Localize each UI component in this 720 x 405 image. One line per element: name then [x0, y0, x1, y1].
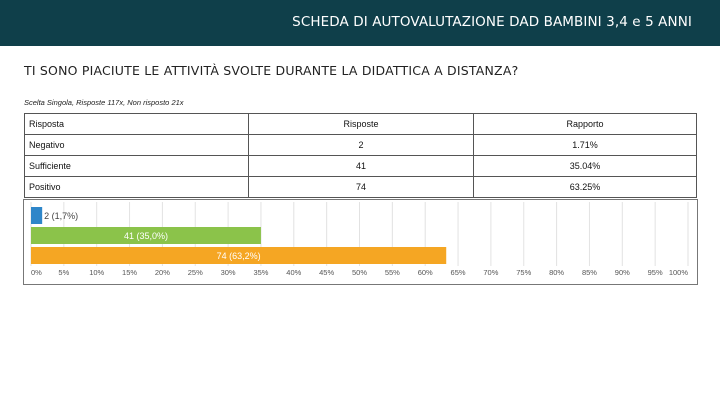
x-tick-label: 5%: [58, 268, 69, 277]
row-ratio: 1.71%: [473, 134, 697, 156]
bar-data-label: 41 (35,0%): [124, 231, 168, 241]
header-title: SCHEDA DI AUTOVALUTAZIONE DAD BAMBINI 3,…: [292, 14, 692, 30]
row-count: 41: [248, 155, 474, 177]
row-ratio: 63.25%: [473, 176, 697, 198]
x-tick-label: 70%: [483, 268, 498, 277]
bar-sufficiente: [31, 227, 261, 244]
row-ratio: 35.04%: [473, 155, 697, 177]
x-tick-label: 100%: [669, 268, 689, 277]
bar-positivo: [31, 247, 447, 264]
x-tick-label: 10%: [89, 268, 104, 277]
row-label: Negativo: [24, 134, 249, 156]
bar-chart: 2 (1,7%) 41 (35,0%) 74 (63,2%) 0% 5% 10% 15% 20…: [23, 199, 698, 285]
results-table: Risposta Risposte Rapporto Negativo 2 1.…: [24, 113, 697, 198]
row-label: Positivo: [24, 176, 249, 198]
x-tick-label: 95%: [648, 268, 663, 277]
x-tick-label: 30%: [221, 268, 236, 277]
response-summary: Scelta Singola, Risposte 117x, Non rispo…: [24, 98, 184, 107]
table-row: Sufficiente 41 35.04%: [24, 155, 697, 177]
x-tick-label: 0%: [31, 268, 42, 277]
bar-negativo: [31, 207, 43, 224]
bar-chart-svg: 2 (1,7%) 41 (35,0%) 74 (63,2%) 0% 5% 10% 15% 20…: [30, 202, 689, 277]
x-tick-label: 20%: [155, 268, 170, 277]
table-row: Negativo 2 1.71%: [24, 134, 697, 156]
x-tick-label: 40%: [286, 268, 301, 277]
row-label: Sufficiente: [24, 155, 249, 177]
question-title: TI SONO PIACIUTE LE ATTIVITÀ SVOLTE DURA…: [24, 63, 519, 78]
x-tick-label: 75%: [516, 268, 531, 277]
x-tick-label: 65%: [451, 268, 466, 277]
row-count: 2: [248, 134, 474, 156]
x-tick-label: 25%: [188, 268, 203, 277]
x-tick-label: 45%: [319, 268, 334, 277]
x-tick-label: 60%: [418, 268, 433, 277]
table-header-row: Risposta Risposte Rapporto: [24, 113, 697, 135]
table-row: Positivo 74 63.25%: [24, 176, 697, 198]
x-tick-label: 55%: [385, 268, 400, 277]
x-tick-label: 35%: [253, 268, 268, 277]
x-tick-label: 85%: [582, 268, 597, 277]
header-cell-rapporto: Rapporto: [473, 113, 697, 135]
header-cell-risposte: Risposte: [248, 113, 474, 135]
bar-data-label: 2 (1,7%): [44, 211, 78, 221]
x-tick-label: 80%: [549, 268, 564, 277]
bar-data-label: 74 (63,2%): [217, 251, 261, 261]
header-cell-risposta: Risposta: [24, 113, 249, 135]
x-tick-label: 90%: [615, 268, 630, 277]
row-count: 74: [248, 176, 474, 198]
header-bar: SCHEDA DI AUTOVALUTAZIONE DAD BAMBINI 3,…: [0, 0, 720, 46]
x-tick-label: 15%: [122, 268, 137, 277]
x-tick-label: 50%: [352, 268, 367, 277]
